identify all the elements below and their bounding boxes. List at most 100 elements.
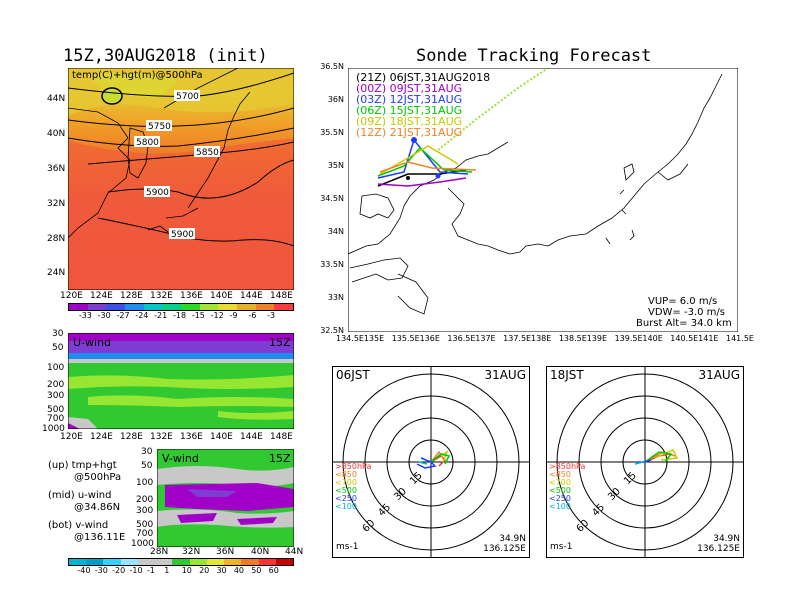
lon-tick: 128E — [120, 432, 143, 442]
colorbar-label: -1 — [146, 566, 155, 575]
colorbar-label: -3 — [267, 311, 276, 320]
colorbar-label: -24 — [135, 311, 149, 320]
colorbar-label: -10 — [129, 566, 143, 575]
lat-tick: 36N — [327, 95, 344, 104]
colorbar-label: -6 — [248, 311, 257, 320]
polar-level-legend: >850hPa — [335, 462, 372, 471]
lon-tick: 139.5E — [614, 334, 643, 343]
colorbar-swatch — [275, 559, 294, 565]
colorbar-swatch — [69, 559, 87, 565]
track-line — [379, 145, 459, 175]
polar-lon: 136.125E — [483, 544, 526, 554]
wind-trace — [644, 451, 673, 463]
p-tick: 700 — [47, 414, 65, 424]
lon-tick: 136E — [419, 334, 440, 343]
colorbar-label: -18 — [173, 311, 187, 320]
lon-tick: 134.5E — [336, 334, 364, 343]
contour-label: 5850 — [196, 148, 219, 158]
lon-tick: 148E — [270, 432, 293, 442]
track-line — [377, 177, 467, 187]
lat-tick: 44N — [47, 94, 66, 104]
colorbar-swatch — [103, 559, 121, 565]
polar-level-legend: <250 — [549, 494, 571, 503]
track-point — [411, 137, 417, 143]
polar-right: 15 30 45 60 18JST 31AUG ms-1 34.9N 136.125E >850h… — [546, 366, 744, 558]
track-line — [379, 161, 477, 173]
wind-trace — [634, 461, 644, 465]
p-tick: 500 — [47, 405, 65, 415]
lat-tick: 44N — [285, 547, 304, 557]
colorbar-label: -12 — [210, 311, 224, 320]
colorbar-swatch — [125, 304, 144, 310]
lon-tick: 138.5E — [558, 334, 587, 343]
track-lon-ticks: 134.5E 135E 135.5E 136E 136.5E 137E 137.5E 138E… — [336, 334, 756, 346]
colorbar-swatch — [137, 559, 156, 565]
colorbar-swatch — [237, 304, 256, 310]
lon-tick: 135E — [363, 334, 385, 343]
lon-tick: 136E — [180, 432, 203, 442]
track-point — [435, 173, 441, 179]
track-legend-entry: (03Z) 12JST,31AUG — [356, 93, 463, 106]
lon-tick: 120E — [60, 432, 83, 442]
polar-level-legend: <850 — [335, 470, 357, 479]
lat-tick: 36.5N — [320, 62, 344, 71]
p-tick: 1000 — [131, 539, 154, 549]
vdw-param: VDW= -3.0 m/s — [648, 307, 725, 318]
p-tick: 100 — [136, 478, 154, 488]
track-legend-entry: (06Z) 15JST,31AUG — [356, 104, 463, 117]
polar-lon: 136.125E — [697, 544, 740, 554]
colorbar-swatch — [218, 304, 238, 310]
colorbar-swatch — [172, 559, 190, 565]
track-line — [377, 146, 473, 177]
polar-time: 18JST — [550, 368, 584, 382]
polar-level-legend: <100 — [549, 502, 571, 511]
lon-tick: 132E — [150, 432, 173, 442]
track-legend-entry: (12Z) 21JST,31AUG — [356, 126, 463, 139]
temperature-colorbar — [68, 303, 294, 311]
lon-tick: 140E — [210, 291, 233, 301]
colorbar-swatch — [241, 559, 259, 565]
colorbar-swatch — [162, 304, 182, 310]
colorbar-swatch — [87, 304, 107, 310]
lon-tick: 138E — [531, 334, 552, 343]
wind-trace — [416, 457, 437, 469]
lon-tick: 128E — [120, 291, 143, 301]
lon-tick: 136E — [180, 291, 203, 301]
polar-level-legend: <250 — [335, 494, 357, 503]
lon-tick: 137.5E — [503, 334, 532, 343]
track-legend-entry: (09Z) 18JST,31AUG — [356, 115, 463, 128]
lat-tick: 36N — [216, 547, 235, 557]
right-title: Sonde Tracking Forecast — [416, 46, 652, 66]
v-wind-panel — [157, 449, 294, 547]
colorbar-label: -30 — [94, 566, 108, 575]
lon-tick: 148E — [270, 291, 293, 301]
track-line — [437, 68, 549, 151]
wind-colorbar — [68, 558, 294, 566]
lon-tick: 124E — [90, 291, 113, 301]
lat-tick: 32N — [182, 547, 201, 557]
colorbar-label: -9 — [229, 311, 238, 320]
lon-tick: 136.5E — [447, 334, 476, 343]
polar-level-legend: <700 — [335, 478, 357, 487]
colorbar-swatch — [120, 559, 138, 565]
polar-level-legend: <500 — [549, 486, 571, 495]
track-line — [377, 169, 467, 187]
lon-tick: 140.5E — [670, 334, 699, 343]
colorbar-swatch — [155, 559, 173, 565]
p-tick: 300 — [47, 391, 65, 401]
colorbar-label: 20 — [199, 566, 210, 575]
temperature-map: 5700 5750 5800 5850 5900 5900 — [68, 68, 294, 290]
lat-tick: 33N — [327, 293, 344, 302]
colorbar-label: -30 — [97, 311, 111, 320]
lat-tick: 32N — [47, 199, 66, 209]
lat-tick: 24N — [47, 268, 66, 278]
map-label: temp(C)+hgt(m)@500hPa — [72, 70, 203, 81]
polar-level-legend: <500 — [335, 486, 357, 495]
lon-tick: 132E — [150, 291, 173, 301]
colorbar-label: -20 — [112, 566, 126, 575]
lat-tick: 28N — [150, 547, 169, 557]
colorbar-label: 50 — [251, 566, 262, 575]
colorbar-swatch — [181, 304, 200, 310]
colorbar-swatch — [106, 304, 126, 310]
colorbar-label: -15 — [191, 311, 205, 320]
